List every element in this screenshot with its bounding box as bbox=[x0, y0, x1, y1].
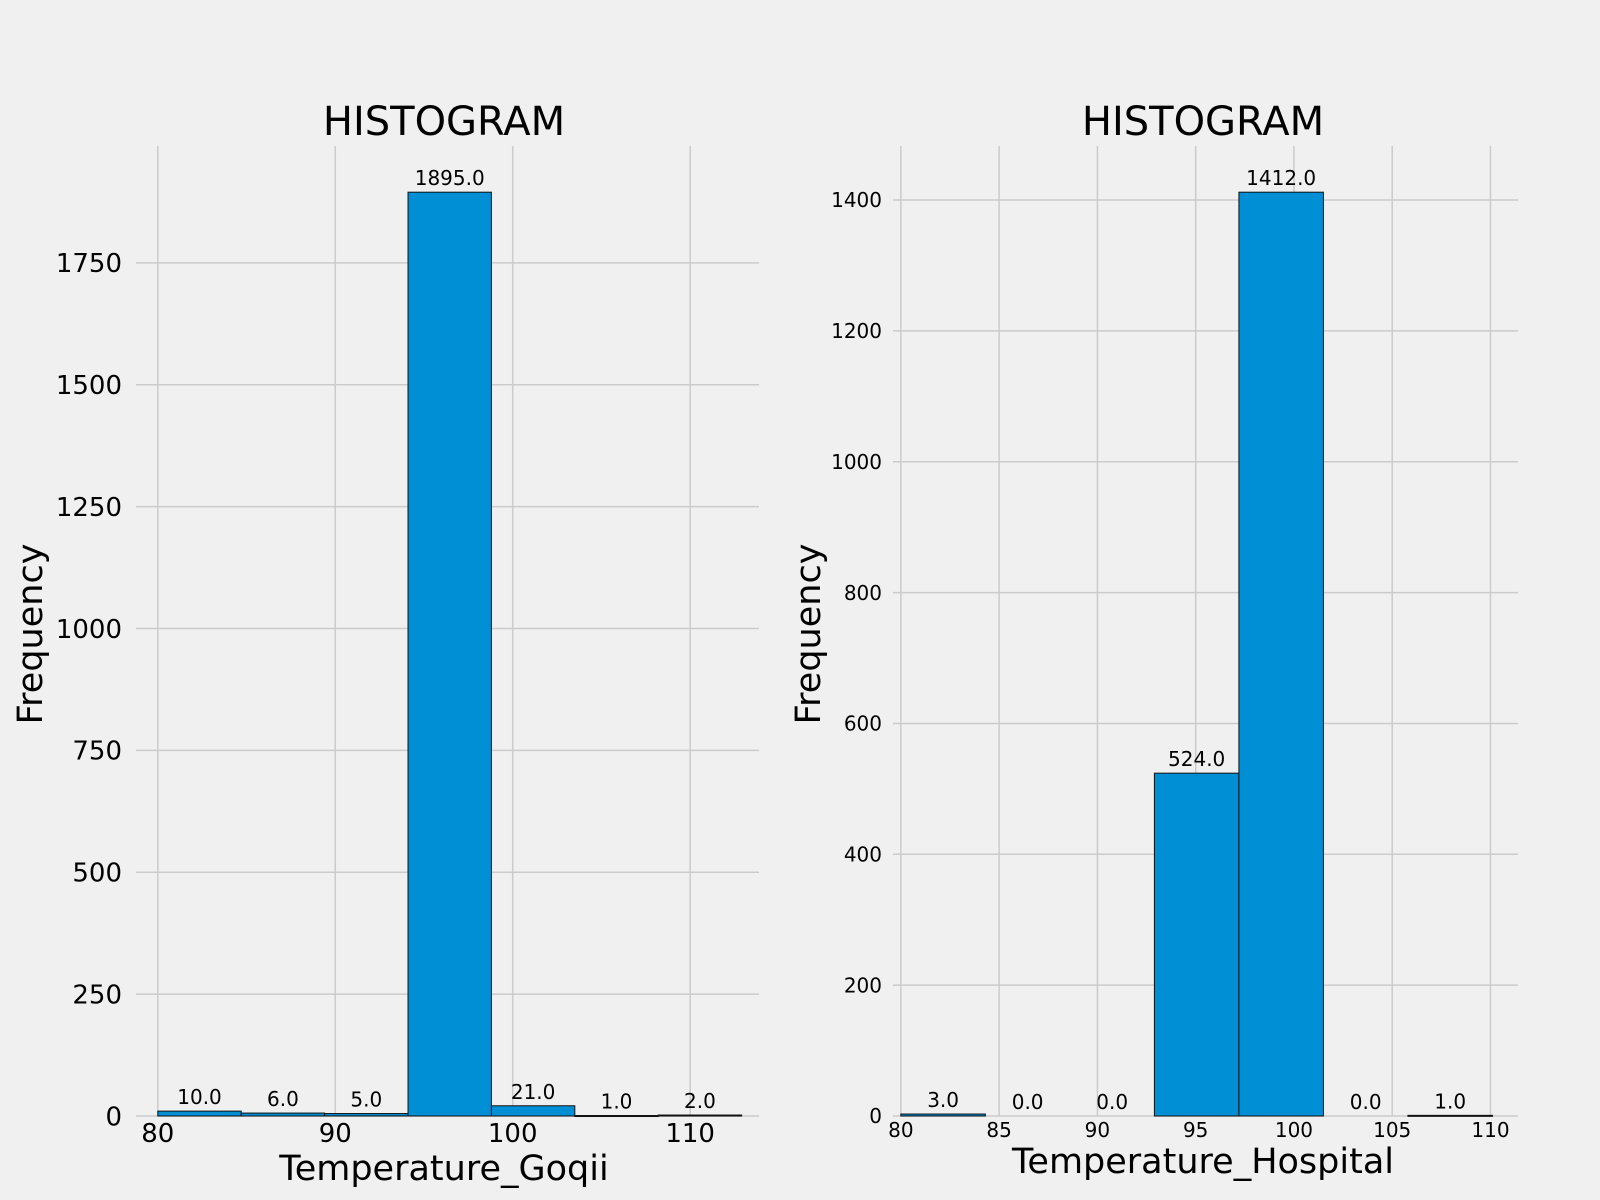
chart-title: HISTOGRAM bbox=[1082, 99, 1324, 145]
y-tick-label: 0 bbox=[105, 1102, 122, 1132]
bar-value-label: 3.0 bbox=[927, 1088, 959, 1112]
y-tick-label: 250 bbox=[72, 980, 122, 1010]
bar-value-label: 6.0 bbox=[267, 1087, 299, 1111]
y-tick-label: 600 bbox=[844, 712, 882, 736]
y-tick-label: 1000 bbox=[831, 450, 882, 474]
y-tick-label: 1250 bbox=[56, 493, 122, 523]
y-tick-label: 500 bbox=[72, 859, 122, 889]
y-axis-label: Frequency bbox=[789, 544, 829, 725]
y-tick-label: 400 bbox=[844, 842, 882, 866]
histogram-bar bbox=[900, 1113, 986, 1117]
histogram-bar bbox=[1407, 1114, 1493, 1117]
y-tick-label: 1000 bbox=[56, 615, 122, 645]
x-axis-label: Temperature_Hospital bbox=[1011, 1142, 1394, 1182]
histogram-bar bbox=[324, 1113, 409, 1117]
bar-value-label: 0.0 bbox=[1012, 1090, 1044, 1114]
histogram-panel-goqii: HISTOGRAM Temperature_Goqii Frequency 10… bbox=[11, 99, 759, 1189]
x-tick-label: 110 bbox=[665, 1119, 715, 1149]
y-tick-label: 1750 bbox=[56, 249, 122, 279]
bar-value-label: 5.0 bbox=[350, 1088, 382, 1112]
x-tick-label: 90 bbox=[1085, 1118, 1110, 1142]
bar-value-label: 524.0 bbox=[1168, 747, 1225, 771]
y-tick-label: 200 bbox=[844, 973, 882, 997]
histogram-panel-hospital: HISTOGRAM Temperature_Hospital Frequency… bbox=[789, 99, 1518, 1182]
bar-value-labels: 10.0 6.0 5.0 1895.0 21.0 1.0 2.0 bbox=[177, 166, 716, 1113]
histogram-bar bbox=[240, 1112, 326, 1117]
bar-value-label: 1895.0 bbox=[415, 166, 485, 190]
y-axis-label: Frequency bbox=[11, 544, 51, 725]
histogram-bar bbox=[1238, 191, 1324, 1117]
x-tick-label: 85 bbox=[986, 1118, 1011, 1142]
bars bbox=[157, 191, 743, 1118]
y-tick-labels: 0 200 400 600 800 1000 1200 1400 bbox=[831, 188, 882, 1128]
bar-value-label: 1.0 bbox=[601, 1090, 633, 1114]
y-tick-label: 1500 bbox=[56, 371, 122, 401]
bar-value-label: 1.0 bbox=[1434, 1089, 1466, 1113]
x-tick-label: 90 bbox=[319, 1119, 352, 1149]
bars bbox=[900, 191, 1493, 1117]
y-tick-label: 0 bbox=[869, 1104, 882, 1128]
bar-value-label: 0.0 bbox=[1350, 1090, 1382, 1114]
y-tick-label: 1200 bbox=[831, 319, 882, 343]
y-tick-label: 750 bbox=[72, 737, 122, 767]
x-tick-labels: 80 85 90 95 100 105 110 bbox=[888, 1118, 1509, 1142]
x-axis-label: Temperature_Goqii bbox=[278, 1149, 608, 1189]
x-tick-label: 80 bbox=[141, 1119, 174, 1149]
y-tick-label: 800 bbox=[844, 581, 882, 605]
histogram-bar bbox=[1153, 772, 1240, 1117]
chart-title: HISTOGRAM bbox=[323, 99, 565, 145]
x-tick-label: 110 bbox=[1471, 1118, 1509, 1142]
bar-value-label: 1412.0 bbox=[1246, 166, 1316, 190]
bar-value-label: 2.0 bbox=[684, 1089, 716, 1113]
histogram-bar bbox=[490, 1105, 576, 1117]
x-tick-label: 95 bbox=[1183, 1118, 1208, 1142]
x-tick-label: 100 bbox=[1275, 1118, 1313, 1142]
x-tick-label: 105 bbox=[1373, 1118, 1411, 1142]
x-tick-label: 100 bbox=[488, 1119, 538, 1149]
histogram-bar bbox=[157, 1110, 242, 1117]
bar-value-labels: 3.0 0.0 0.0 524.0 1412.0 0.0 1.0 bbox=[927, 166, 1466, 1114]
bar-value-label: 10.0 bbox=[177, 1085, 222, 1109]
x-tick-label: 80 bbox=[888, 1118, 913, 1142]
histogram-bar bbox=[574, 1115, 659, 1118]
histogram-bar bbox=[657, 1114, 743, 1117]
y-tick-labels: 0 250 500 750 1000 1250 1500 1750 bbox=[56, 249, 122, 1132]
x-tick-labels: 80 90 100 110 bbox=[141, 1119, 715, 1149]
y-tick-label: 1400 bbox=[831, 188, 882, 212]
bar-value-label: 21.0 bbox=[511, 1080, 556, 1104]
histogram-bar bbox=[407, 191, 492, 1117]
bar-value-label: 0.0 bbox=[1096, 1090, 1128, 1114]
